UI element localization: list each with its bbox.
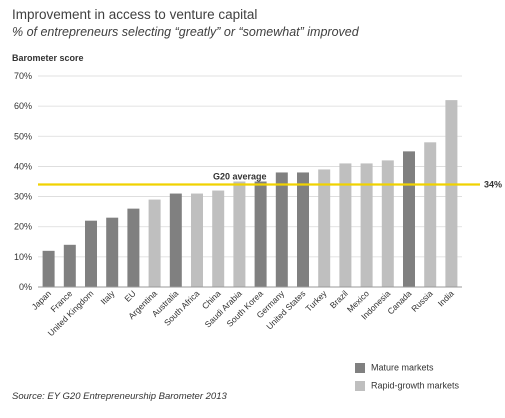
x-tick-label: EU <box>122 288 137 303</box>
chart-title: Improvement in access to venture capital <box>12 7 258 22</box>
x-tick-label: Canada <box>385 288 413 316</box>
bar <box>169 193 182 287</box>
y-axis-label: Barometer score <box>12 53 84 63</box>
bar <box>191 193 203 287</box>
bar <box>275 172 288 287</box>
bar <box>233 181 246 287</box>
y-tick-label: 20% <box>14 222 32 232</box>
bar <box>360 163 373 287</box>
average-value-label: 34% <box>484 180 502 190</box>
bar <box>318 169 331 287</box>
legend-label-mature: Mature markets <box>371 362 434 373</box>
legend-item-rapid: Rapid-growth markets <box>355 380 459 391</box>
legend-label-rapid: Rapid-growth markets <box>371 380 460 391</box>
chart-subtitle: % of entrepreneurs selecting “greatly” o… <box>12 25 359 39</box>
x-tick-label: India <box>436 288 456 308</box>
x-tick-label: Italy <box>99 288 118 307</box>
bar <box>254 181 267 287</box>
bar <box>63 244 76 287</box>
y-tick-label: 70% <box>14 71 32 81</box>
source-note: Source: EY G20 Entrepreneurship Baromete… <box>12 391 227 402</box>
bar <box>424 142 437 287</box>
bar <box>445 100 458 287</box>
y-tick-label: 0% <box>19 282 32 292</box>
y-tick-label: 60% <box>14 101 32 111</box>
bar <box>339 163 352 287</box>
legend-item-mature: Mature markets <box>355 362 434 373</box>
y-tick-label: 40% <box>14 161 32 171</box>
bar <box>127 208 140 287</box>
average-label: G20 average <box>213 172 267 182</box>
bar <box>297 172 309 287</box>
legend-swatch-mature <box>355 362 365 373</box>
bar <box>106 217 119 287</box>
y-tick-label: 10% <box>14 252 32 262</box>
bar <box>403 151 415 287</box>
bar <box>148 199 161 287</box>
bar <box>85 220 97 287</box>
legend-swatch-rapid <box>355 380 365 391</box>
bar <box>42 250 55 287</box>
x-tick-label: Turkey <box>303 288 329 314</box>
x-tick-label: Russia <box>409 288 435 314</box>
bar <box>212 190 225 287</box>
bar <box>381 160 394 287</box>
y-tick-label: 30% <box>14 192 32 202</box>
y-tick-label: 50% <box>14 131 32 141</box>
